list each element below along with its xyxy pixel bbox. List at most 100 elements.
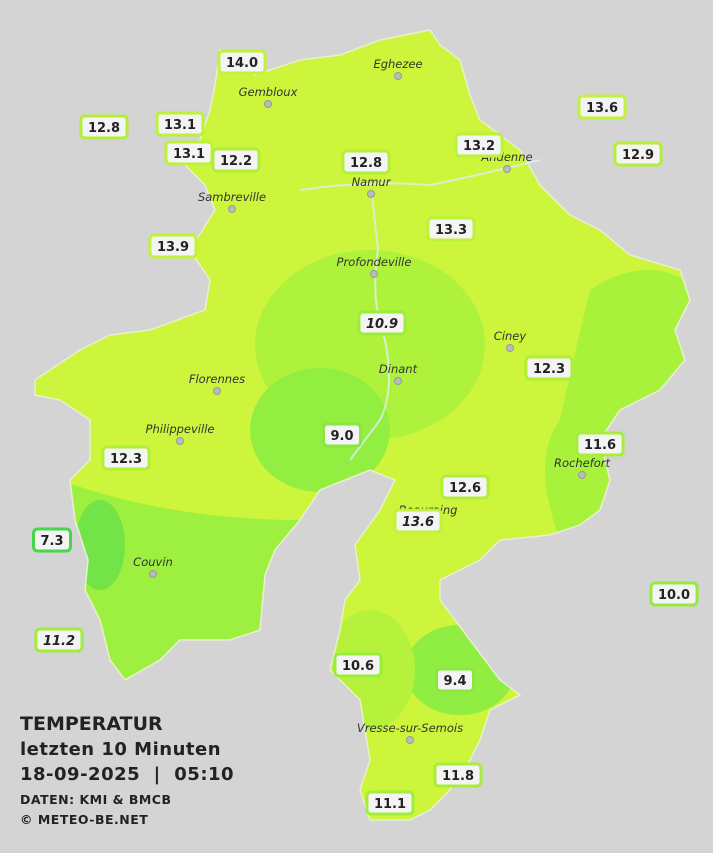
station-value: 12.9 [622,148,654,163]
station-value: 12.6 [449,481,481,496]
station-box [211,147,261,173]
station: 12.9 [613,141,663,167]
station-box [79,114,129,140]
place-dot [213,387,221,395]
station: 14.0 [217,49,267,75]
station-value: 12.2 [220,154,252,169]
station-box [34,627,84,653]
station-value: 13.6 [586,101,618,116]
station-value: 13.9 [157,240,189,255]
legend: TEMPERATUR letzten 10 Minuten 18-09-2025… [20,713,234,827]
station-box [426,216,476,242]
place-dot [264,100,272,108]
station-value: 13.3 [435,223,467,238]
station: 11.6 [575,431,625,457]
title: TEMPERATUR [20,713,163,735]
place-dot [394,72,402,80]
station: 12.8 [79,114,129,140]
place-name: Couvin [133,555,173,569]
station-box [440,474,490,500]
place-dot [367,190,375,198]
subtitle: letzten 10 Minuten [20,739,221,760]
place-name: Florennes [189,372,245,386]
station-value: 12.8 [350,156,382,171]
station-box [433,762,483,788]
station-box [148,233,198,259]
place-name: Ciney [494,329,527,343]
place-name: Eghezee [373,57,422,71]
place-name: Profondeville [337,255,412,269]
station-value: 7.3 [40,534,63,549]
stations: 14.0 12.8 13.1 13.6 13.2 12.9 13.1 12.2 12.8 13.3… [31,49,699,816]
station: 10.0 [649,581,699,607]
station: 7.3 [31,527,73,553]
station: 12.2 [211,147,261,173]
station-value: 12.8 [88,121,120,136]
place-name: Gembloux [239,85,298,99]
station-value: 10.6 [342,659,374,674]
station: 10.6 [333,652,383,678]
station: 12.8 [341,149,391,175]
datetime: 18-09-2025 | 05:10 [20,764,234,785]
place-dot [503,165,511,173]
station: 11.1 [365,790,415,816]
place-name: Dinant [379,362,418,376]
credit: DATEN: KMI & BMCB [20,792,172,807]
place-dot [228,205,236,213]
station-box [101,445,151,471]
station-box [217,49,267,75]
station: 13.9 [148,233,198,259]
station-box [649,581,699,607]
station-box [524,355,574,381]
place-name: Vresse-sur-Semois [357,721,463,735]
station-box [365,790,415,816]
station-box [575,431,625,457]
station: 13.1 [164,140,214,166]
station-value: 9.0 [330,429,353,444]
station-box [613,141,663,167]
station: 13.6 [393,508,443,534]
station-box [577,94,627,120]
station-value: 11.2 [43,634,75,649]
station-value: 13.1 [173,147,205,162]
place-dot [578,471,586,479]
place-name: Namur [352,175,392,189]
place-dot [149,570,157,578]
place-dot [176,437,184,445]
place-dot [394,377,402,385]
station-value: 13.6 [402,515,434,530]
place-name: Sambreville [198,190,266,204]
station-value: 11.6 [584,438,616,453]
station: 10.9 [357,310,407,336]
place-name: Rochefort [554,456,611,470]
station: 9.0 [321,422,363,448]
station-value: 13.2 [463,139,495,154]
station: 13.1 [155,111,205,137]
station-box [393,508,443,534]
station: 11.8 [433,762,483,788]
station-value: 9.4 [443,674,466,689]
station-box [155,111,205,137]
station-value: 12.3 [110,452,142,467]
station-value: 13.1 [164,118,196,133]
station: 13.3 [426,216,476,242]
station-value: 10.0 [658,588,690,603]
place-name: Philippeville [146,422,215,436]
station-value: 10.9 [366,317,398,332]
station: 11.2 [34,627,84,653]
station: 12.3 [524,355,574,381]
station-value: 14.0 [226,56,258,71]
station-box [31,527,73,553]
station-box [321,422,363,448]
station: 13.6 [577,94,627,120]
station-box [434,667,476,693]
place-dot [370,270,378,278]
station-box [341,149,391,175]
place-dot [406,736,414,744]
station-box [454,132,504,158]
station-box [357,310,407,336]
station-box [333,652,383,678]
station-value: 12.3 [533,362,565,377]
station: 13.2 [454,132,504,158]
